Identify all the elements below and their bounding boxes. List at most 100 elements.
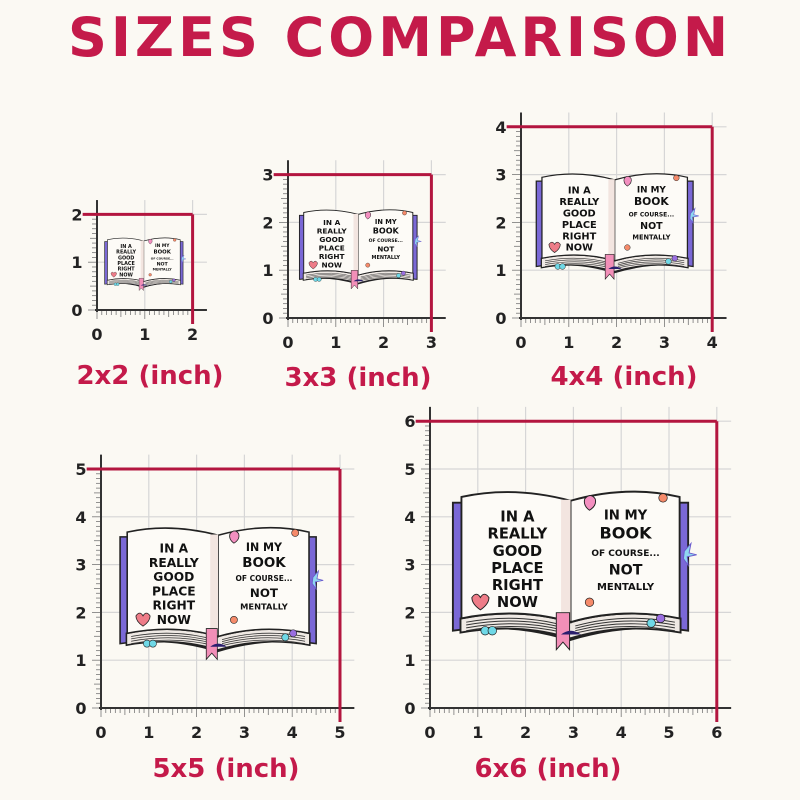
book-right-text-line: NOT: [609, 563, 643, 579]
x-tick-label: 0: [515, 333, 526, 352]
page-edge-line: [221, 639, 306, 646]
y-tick-label: 2: [495, 213, 506, 232]
flower-icon: [149, 639, 157, 648]
book-gutter-shade: [608, 179, 615, 260]
flower-icon: [671, 255, 678, 262]
y-tick-label: 0: [495, 309, 506, 328]
book-right-text-line: IN MY: [246, 541, 283, 554]
book-right-text-line: BOOK: [373, 226, 400, 235]
y-tick-label: 0: [75, 699, 86, 718]
flower-icon: [658, 493, 668, 503]
bookmark-ribbon: [555, 612, 571, 651]
heart-icon: [135, 612, 151, 627]
book-left-text-line: RIGHT: [492, 577, 543, 594]
book-right-text-line: NOT: [250, 586, 279, 600]
book-left-text-line: IN A: [160, 542, 189, 556]
page-edge-line: [221, 635, 306, 643]
flower-icon: [289, 629, 298, 638]
page-edge-line: [145, 280, 179, 284]
page-edge-line: [575, 626, 675, 634]
book-left-text-line: GOOD: [319, 235, 344, 244]
book-right-page: [357, 209, 414, 276]
butterfly-icon: [682, 541, 697, 568]
heart-icon: [308, 260, 318, 270]
x-tick-label: 2: [378, 333, 389, 352]
book-left-text-line: NOW: [321, 261, 342, 270]
flower-icon: [646, 618, 656, 628]
flower-icon: [230, 616, 238, 624]
flower-icon: [396, 273, 401, 278]
heart-icon: [623, 176, 632, 187]
book-left-text-line: RIGHT: [319, 252, 345, 261]
book-left-text-line: GOOD: [118, 255, 134, 261]
book-left-text-line: RIGHT: [153, 599, 196, 613]
butterfly-icon: [311, 569, 324, 591]
book-right-text-line: MENTALLY: [632, 233, 670, 241]
book-right-text-line: MENTALLY: [240, 602, 289, 612]
flower-icon: [656, 613, 666, 624]
x-tick-label: 1: [139, 325, 150, 344]
bookmark-ribbon: [205, 628, 218, 661]
x-tick-label: 4: [616, 723, 627, 742]
x-tick-label: 1: [563, 333, 574, 352]
page-edge-line: [575, 623, 675, 632]
y-tick-label: 3: [262, 166, 273, 185]
y-tick-label: 3: [75, 556, 86, 575]
book-right-text-line: NOT: [377, 244, 394, 253]
book-right-text-line: OF COURSE...: [369, 238, 403, 244]
heart-icon: [364, 211, 372, 220]
book-left-text-line: REALLY: [488, 526, 548, 543]
flower-icon: [291, 529, 300, 537]
x-tick-label: 5: [663, 723, 674, 742]
book-spine-bottom: [140, 284, 148, 286]
book-left-text-line: RIGHT: [118, 267, 136, 273]
book-left-text-line: IN A: [500, 509, 535, 526]
book-gutter-shade: [140, 240, 144, 281]
size-caption: 3x3 (inch): [284, 363, 431, 393]
book-spine-bottom: [210, 643, 227, 647]
x-tick-label: 0: [282, 333, 293, 352]
flower-icon: [169, 280, 173, 284]
book-right-page: [614, 173, 689, 262]
book-left-text-line: GOOD: [493, 543, 542, 560]
book-right-text-line: BOOK: [154, 250, 172, 256]
book-gutter-shade: [210, 534, 219, 636]
page-edge-line: [360, 275, 411, 280]
butterfly-icon: [414, 234, 422, 248]
book-right-text-line: IN MY: [637, 185, 667, 195]
y-tick-label: 4: [404, 508, 415, 527]
page-edge-line: [360, 277, 411, 281]
y-tick-label: 4: [75, 508, 86, 527]
y-tick-label: 5: [75, 460, 86, 479]
book-right-text-line: OF COURSE...: [151, 256, 174, 260]
book-left-text-line: REALLY: [149, 556, 199, 570]
book-right-text-line: IN MY: [375, 218, 397, 226]
y-tick-label: 0: [71, 301, 82, 320]
x-tick-label: 1: [472, 723, 483, 742]
x-tick-label: 2: [611, 333, 622, 352]
flower-icon: [172, 278, 176, 282]
size-caption: 4x4 (inch): [550, 362, 697, 392]
book-right-text-line: MENTALLY: [372, 255, 401, 261]
book-right-text-line: NOT: [157, 262, 169, 268]
size-caption: 5x5 (inch): [152, 754, 299, 784]
heart-icon: [148, 239, 153, 245]
book-right-page: [569, 490, 681, 624]
y-tick-label: 1: [71, 253, 82, 272]
heart-icon: [110, 271, 117, 278]
book-spine-bottom: [561, 630, 581, 635]
page-edge-line: [360, 274, 411, 279]
page-edge-line: [617, 261, 685, 267]
x-tick-label: 0: [95, 723, 106, 742]
book-left-text-line: REALLY: [317, 226, 348, 235]
x-tick-label: 3: [568, 723, 579, 742]
x-tick-label: 3: [426, 333, 437, 352]
flower-icon: [281, 633, 290, 642]
x-tick-label: 0: [91, 325, 102, 344]
book-right-text-line: MENTALLY: [153, 268, 173, 272]
